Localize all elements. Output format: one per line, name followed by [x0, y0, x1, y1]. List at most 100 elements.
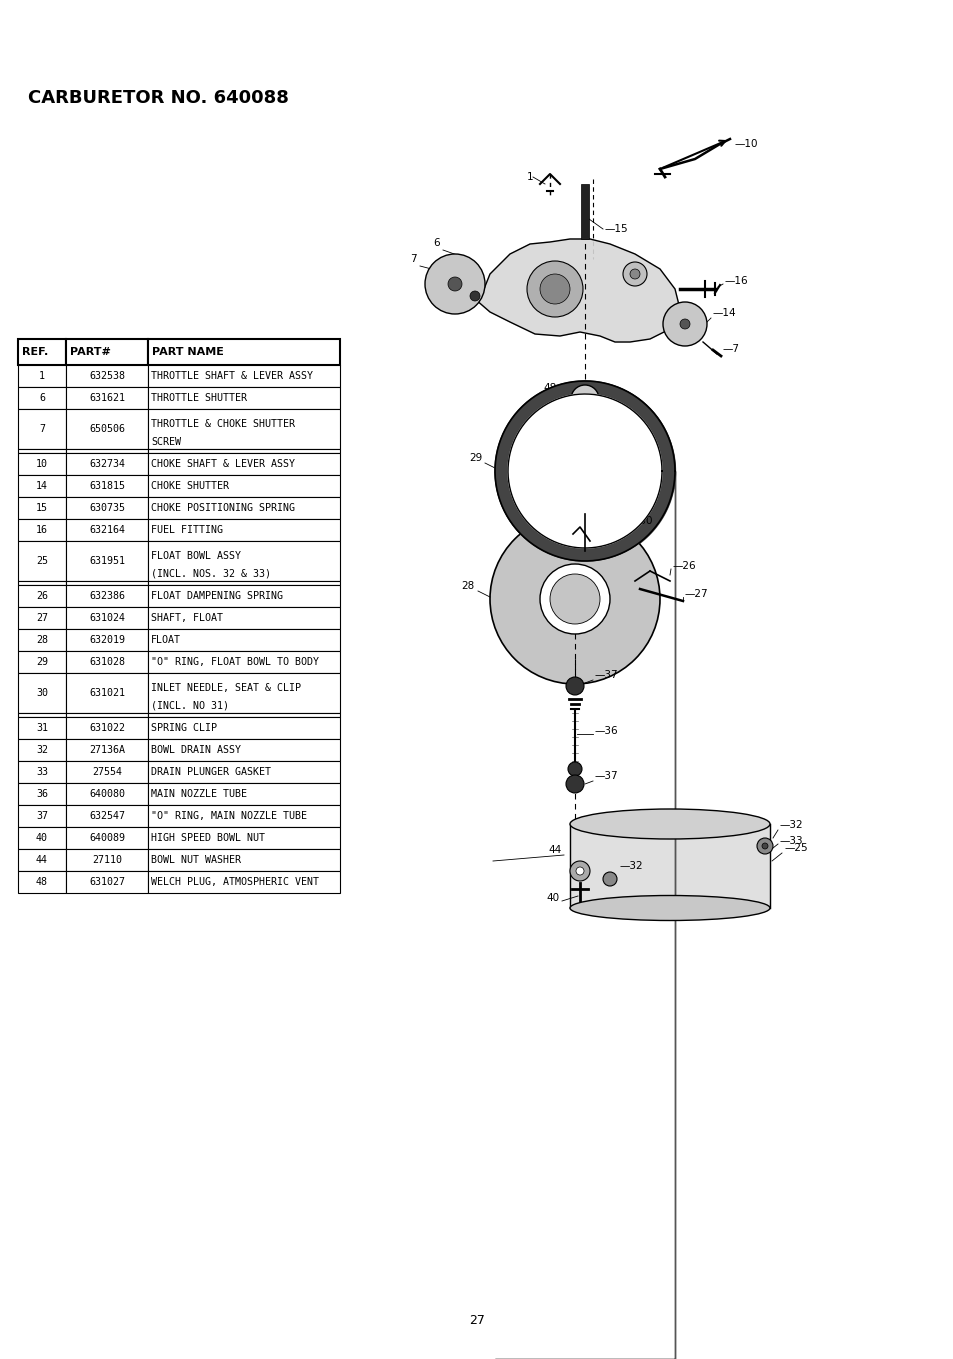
- Text: 15: 15: [36, 503, 48, 512]
- Bar: [18, 338, 66, 366]
- Text: 650506: 650506: [89, 424, 125, 434]
- Circle shape: [539, 564, 609, 635]
- Bar: [66, 607, 148, 629]
- Ellipse shape: [569, 809, 769, 839]
- Bar: [66, 448, 148, 453]
- Text: —33: —33: [780, 836, 802, 847]
- Bar: [148, 718, 339, 739]
- Text: 632386: 632386: [89, 591, 125, 601]
- Text: 7: 7: [39, 424, 45, 434]
- Text: SPRING CLIP: SPRING CLIP: [151, 723, 216, 733]
- Text: 36: 36: [36, 790, 48, 799]
- Bar: [66, 338, 148, 366]
- Bar: [148, 761, 339, 783]
- Text: FLOAT DAMPENING SPRING: FLOAT DAMPENING SPRING: [151, 591, 283, 601]
- Circle shape: [565, 677, 583, 694]
- Text: 33: 33: [36, 766, 48, 777]
- Bar: [148, 783, 339, 805]
- Text: —10: —10: [734, 139, 758, 149]
- Bar: [66, 718, 148, 739]
- Text: 40: 40: [36, 833, 48, 843]
- Text: 631621: 631621: [89, 393, 125, 404]
- Text: 27110: 27110: [91, 855, 122, 864]
- Bar: [148, 338, 339, 366]
- Bar: [148, 387, 339, 409]
- Text: 28: 28: [36, 635, 48, 646]
- Text: 48: 48: [36, 877, 48, 887]
- Bar: [66, 629, 148, 651]
- Bar: [148, 673, 339, 713]
- Text: PART NAME: PART NAME: [152, 347, 224, 357]
- Text: SHAFT, FLOAT: SHAFT, FLOAT: [151, 613, 223, 622]
- Bar: [18, 783, 66, 805]
- Text: CHOKE SHUTTER: CHOKE SHUTTER: [151, 481, 229, 491]
- Text: 631815: 631815: [89, 481, 125, 491]
- Bar: [66, 783, 148, 805]
- Bar: [18, 607, 66, 629]
- Text: —25: —25: [784, 843, 808, 853]
- Bar: [148, 805, 339, 828]
- Bar: [66, 519, 148, 541]
- Bar: [148, 713, 339, 718]
- Circle shape: [662, 302, 706, 347]
- Text: DRAIN PLUNGER GASKET: DRAIN PLUNGER GASKET: [151, 766, 271, 777]
- Text: 631951: 631951: [89, 556, 125, 565]
- Bar: [18, 387, 66, 409]
- Bar: [148, 476, 339, 497]
- Text: —37: —37: [595, 771, 618, 781]
- Text: 28: 28: [461, 582, 475, 591]
- Text: 631028: 631028: [89, 656, 125, 667]
- Circle shape: [470, 291, 479, 300]
- Polygon shape: [475, 239, 679, 342]
- Text: PART#: PART#: [70, 347, 111, 357]
- Text: 632019: 632019: [89, 635, 125, 646]
- Bar: [66, 805, 148, 828]
- Bar: [66, 761, 148, 783]
- Bar: [66, 713, 148, 718]
- Bar: [148, 409, 339, 448]
- Circle shape: [629, 269, 639, 279]
- Circle shape: [622, 262, 646, 285]
- Bar: [148, 871, 339, 893]
- Bar: [18, 805, 66, 828]
- Text: —15: —15: [604, 224, 628, 234]
- Text: 10: 10: [36, 459, 48, 469]
- Bar: [18, 761, 66, 783]
- Bar: [66, 673, 148, 713]
- Bar: [18, 519, 66, 541]
- Text: 6: 6: [434, 238, 440, 247]
- Bar: [148, 584, 339, 607]
- Text: SCREW: SCREW: [151, 436, 181, 447]
- Bar: [18, 739, 66, 761]
- Bar: [66, 476, 148, 497]
- Circle shape: [757, 839, 772, 853]
- Bar: [148, 828, 339, 849]
- Bar: [18, 409, 66, 448]
- Text: 14: 14: [36, 481, 48, 491]
- Bar: [66, 739, 148, 761]
- Circle shape: [571, 385, 598, 413]
- Text: 1: 1: [39, 371, 45, 381]
- Bar: [148, 849, 339, 871]
- Text: 29: 29: [36, 656, 48, 667]
- Text: 631021: 631021: [89, 688, 125, 699]
- Text: 632734: 632734: [89, 459, 125, 469]
- Bar: [148, 739, 339, 761]
- Text: 25: 25: [36, 556, 48, 565]
- Text: —26: —26: [672, 561, 696, 571]
- Bar: [148, 582, 339, 584]
- Bar: [148, 629, 339, 651]
- Bar: [148, 366, 339, 387]
- Text: 27: 27: [36, 613, 48, 622]
- Text: CARBURETOR NO. 640088: CARBURETOR NO. 640088: [28, 88, 289, 107]
- Circle shape: [424, 254, 484, 314]
- Text: THROTTLE SHAFT & LEVER ASSY: THROTTLE SHAFT & LEVER ASSY: [151, 371, 313, 381]
- Text: —32: —32: [619, 862, 643, 871]
- Bar: [18, 871, 66, 893]
- Text: WELCH PLUG, ATMOSPHERIC VENT: WELCH PLUG, ATMOSPHERIC VENT: [151, 877, 318, 887]
- Text: 632164: 632164: [89, 525, 125, 535]
- Text: 7: 7: [409, 254, 416, 264]
- Bar: [66, 828, 148, 849]
- Bar: [18, 718, 66, 739]
- Text: 630735: 630735: [89, 503, 125, 512]
